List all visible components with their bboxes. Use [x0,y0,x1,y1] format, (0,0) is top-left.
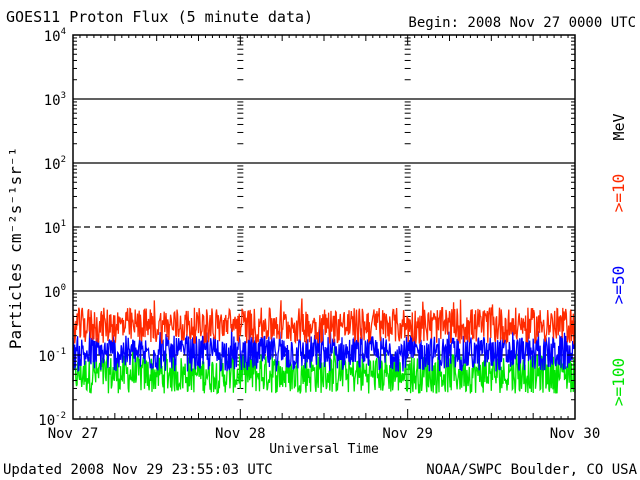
data-series [72,298,576,395]
series-line-1 [72,326,576,373]
x-tick-labels: Nov 27 Nov 28 Nov 29 Nov 30 [48,426,601,442]
source-credit: NOAA/SWPC Boulder, CO USA [426,462,637,478]
legend-series-ge10: >=10 [609,174,628,213]
legend-series-ge100: >=100 [609,358,628,406]
y-tick-label: 103 [44,91,66,109]
series-line-0 [72,298,576,346]
legend-units-mev: MeV [610,113,628,140]
begin-date-label: Begin: 2008 Nov 27 0000 UTC [408,15,636,31]
x-tick-label: Nov 27 [48,426,99,442]
y-tick-label: 10-2 [38,411,66,429]
legend-series-ge50: >=50 [609,266,628,305]
y-tick-label: 100 [44,283,66,301]
y-tick-label: 101 [44,219,66,237]
x-axis-title: Universal Time [269,442,379,457]
chart-title: GOES11 Proton Flux (5 minute data) [6,8,313,26]
y-axis-title: Particles cm⁻²s⁻¹sr⁻¹ [6,147,25,349]
x-tick-label: Nov 30 [550,426,601,442]
x-tick-label: Nov 29 [382,426,433,442]
x-tick-label: Nov 28 [215,426,266,442]
y-tick-label: 104 [44,27,66,45]
y-tick-label: 10-1 [38,347,66,365]
y-tick-label: 102 [44,155,66,173]
y-tick-labels: 10-2 10-1 100 101 102 103 104 [38,27,66,429]
updated-timestamp: Updated 2008 Nov 29 23:55:03 UTC [3,462,273,478]
plot-frame [72,34,576,420]
